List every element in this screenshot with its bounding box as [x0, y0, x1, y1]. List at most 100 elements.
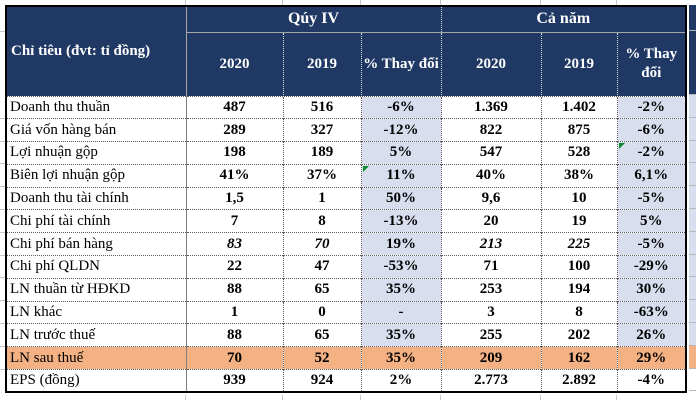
column-header-year-2020[interactable]: 2020: [440, 32, 541, 96]
table-cell[interactable]: 47: [282, 255, 361, 279]
table-cell[interactable]: 1.402: [540, 95, 617, 119]
table-cell[interactable]: 52: [282, 346, 361, 370]
table-cell[interactable]: 65: [282, 323, 361, 347]
table-cell[interactable]: 939: [185, 369, 283, 393]
table-cell[interactable]: 35%: [360, 323, 441, 347]
table-cell[interactable]: 1,5: [185, 186, 283, 210]
table-cell[interactable]: -2%: [616, 141, 686, 165]
table-cell[interactable]: 516: [282, 95, 361, 119]
table-cell[interactable]: 40%: [440, 163, 541, 188]
table-cell[interactable]: -12%: [360, 118, 441, 142]
table-cell[interactable]: 7: [185, 209, 283, 233]
column-header-q4-2019[interactable]: 2019: [282, 32, 361, 96]
table-cell[interactable]: 19: [540, 209, 617, 233]
table-cell[interactable]: 38%: [540, 163, 617, 188]
table-cell[interactable]: 70: [282, 232, 361, 256]
row-label[interactable]: LN sau thuế: [6, 346, 187, 370]
group-header-ca-nam[interactable]: Cả năm: [440, 6, 686, 33]
table-cell[interactable]: 189: [282, 141, 361, 165]
table-cell[interactable]: 0: [282, 300, 361, 324]
table-cell[interactable]: 162: [540, 346, 617, 370]
table-cell[interactable]: 6,1%: [616, 163, 686, 188]
table-cell[interactable]: 1: [185, 300, 283, 324]
group-header-quy-iv[interactable]: Qúy IV: [186, 6, 441, 33]
table-cell[interactable]: -63%: [616, 300, 686, 324]
table-cell[interactable]: -: [360, 300, 441, 324]
table-cell[interactable]: 20: [440, 209, 541, 233]
column-header-year-2019[interactable]: 2019: [540, 32, 617, 96]
table-cell[interactable]: 8: [540, 300, 617, 324]
table-cell[interactable]: 71: [440, 255, 541, 279]
table-cell[interactable]: 528: [540, 141, 617, 165]
row-label[interactable]: LN thuần từ HĐKD: [6, 277, 187, 302]
row-label[interactable]: Biên lợi nhuận gộp: [6, 163, 187, 188]
table-cell[interactable]: -5%: [616, 186, 686, 210]
table-cell[interactable]: 2.892: [540, 369, 617, 393]
row-label[interactable]: Chi phí bán hàng: [6, 232, 187, 256]
table-cell[interactable]: 5%: [360, 141, 441, 165]
table-cell[interactable]: 924: [282, 369, 361, 393]
column-header-year-change[interactable]: % Thay đổi: [616, 32, 686, 96]
table-cell[interactable]: 100: [540, 255, 617, 279]
table-cell[interactable]: 253: [440, 277, 541, 302]
row-label[interactable]: Giá vốn hàng bán: [6, 118, 187, 142]
table-cell[interactable]: -4%: [616, 369, 686, 393]
table-cell[interactable]: 70: [185, 346, 283, 370]
table-cell[interactable]: 3: [440, 300, 541, 324]
table-cell[interactable]: 35%: [360, 277, 441, 302]
column-header-q4-2020[interactable]: 2020: [186, 32, 283, 96]
table-cell[interactable]: 41%: [185, 163, 283, 188]
table-cell[interactable]: 875: [540, 118, 617, 142]
table-cell[interactable]: 209: [440, 346, 541, 370]
table-cell[interactable]: -5%: [616, 232, 686, 256]
table-cell[interactable]: -29%: [616, 255, 686, 279]
table-cell[interactable]: 22: [185, 255, 283, 279]
row-label[interactable]: Chi phí QLDN: [6, 255, 187, 279]
table-cell[interactable]: 198: [185, 141, 283, 165]
table-cell[interactable]: 1.369: [440, 95, 541, 119]
table-cell[interactable]: 822: [440, 118, 541, 142]
row-label[interactable]: Doanh thu tài chính: [6, 186, 187, 210]
table-cell[interactable]: 2.773: [440, 369, 541, 393]
row-label[interactable]: EPS (đồng): [6, 369, 187, 393]
table-cell[interactable]: 35%: [360, 346, 441, 370]
table-cell[interactable]: 547: [440, 141, 541, 165]
table-cell[interactable]: 8: [282, 209, 361, 233]
table-cell[interactable]: -2%: [616, 95, 686, 119]
table-cell[interactable]: 9,6: [440, 186, 541, 210]
row-label[interactable]: LN trước thuế: [6, 323, 187, 347]
table-cell[interactable]: 5%: [616, 209, 686, 233]
table-cell[interactable]: 289: [185, 118, 283, 142]
table-cell[interactable]: 88: [185, 323, 283, 347]
table-cell[interactable]: 255: [440, 323, 541, 347]
table-cell[interactable]: 11%: [360, 163, 441, 188]
row-label[interactable]: LN khác: [6, 300, 187, 324]
table-cell[interactable]: -53%: [360, 255, 441, 279]
table-cell[interactable]: 487: [185, 95, 283, 119]
table-cell[interactable]: 2%: [360, 369, 441, 393]
table-cell[interactable]: -13%: [360, 209, 441, 233]
table-cell[interactable]: 194: [540, 277, 617, 302]
table-cell[interactable]: 88: [185, 277, 283, 302]
table-cell[interactable]: 26%: [616, 323, 686, 347]
table-cell[interactable]: 1: [282, 186, 361, 210]
table-cell[interactable]: -6%: [616, 118, 686, 142]
table-cell[interactable]: 37%: [282, 163, 361, 188]
row-label[interactable]: Lợi nhuận gộp: [6, 141, 187, 165]
table-cell[interactable]: 202: [540, 323, 617, 347]
table-cell[interactable]: 29%: [616, 346, 686, 370]
table-cell[interactable]: 327: [282, 118, 361, 142]
table-cell[interactable]: 225: [540, 232, 617, 256]
table-cell[interactable]: 65: [282, 277, 361, 302]
column-header-chi-tieu[interactable]: Chỉ tiêu (đvt: tỉ đồng): [6, 6, 187, 96]
table-cell[interactable]: 213: [440, 232, 541, 256]
table-cell[interactable]: -6%: [360, 95, 441, 119]
table-cell[interactable]: 30%: [616, 277, 686, 302]
table-cell[interactable]: 10: [540, 186, 617, 210]
table-cell[interactable]: 50%: [360, 186, 441, 210]
table-cell[interactable]: 19%: [360, 232, 441, 256]
row-label[interactable]: Doanh thu thuần: [6, 95, 187, 119]
table-cell[interactable]: 83: [185, 232, 283, 256]
row-label[interactable]: Chi phí tài chính: [6, 209, 187, 233]
column-header-q4-change[interactable]: % Thay đổi: [360, 32, 441, 96]
